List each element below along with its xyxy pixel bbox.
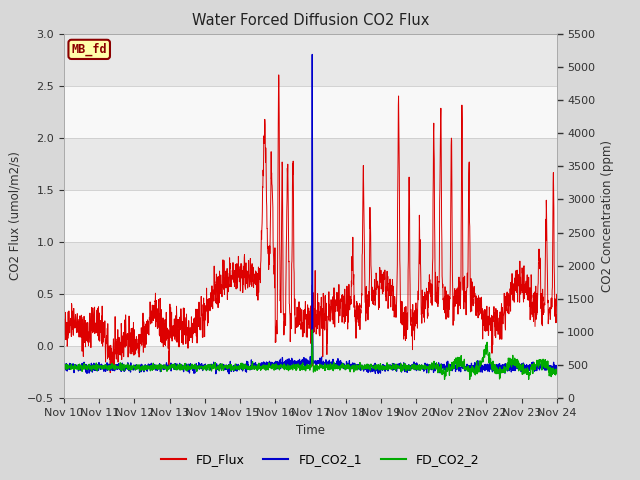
- Bar: [64, 138, 557, 190]
- Bar: [64, 86, 557, 138]
- Legend: FD_Flux, FD_CO2_1, FD_CO2_2: FD_Flux, FD_CO2_1, FD_CO2_2: [156, 448, 484, 471]
- Bar: [64, 242, 557, 294]
- Y-axis label: CO2 Concentration (ppm): CO2 Concentration (ppm): [601, 140, 614, 292]
- Text: MB_fd: MB_fd: [72, 43, 107, 56]
- X-axis label: Time: Time: [296, 424, 325, 437]
- Bar: [64, 34, 557, 86]
- Bar: [64, 346, 557, 398]
- Y-axis label: CO2 Flux (umol/m2/s): CO2 Flux (umol/m2/s): [9, 152, 22, 280]
- Title: Water Forced Diffusion CO2 Flux: Water Forced Diffusion CO2 Flux: [192, 13, 429, 28]
- Bar: [64, 190, 557, 242]
- Bar: [64, 294, 557, 346]
